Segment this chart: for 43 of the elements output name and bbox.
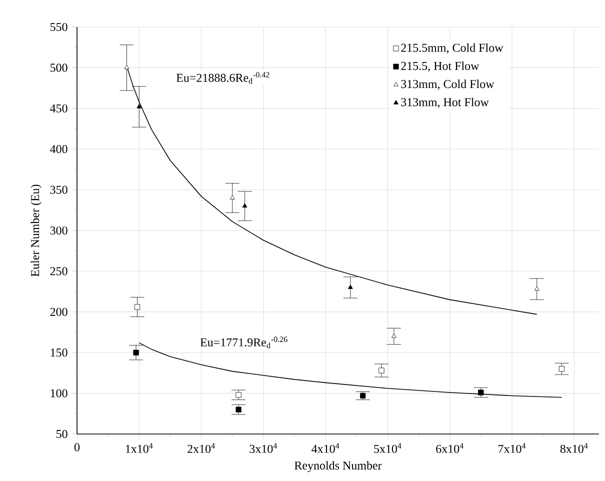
point — [242, 203, 248, 208]
y-tick-label: 100 — [50, 389, 68, 398]
y-tick-label: 250 — [50, 267, 68, 276]
annotation: Eu=21888.6Re$_{d}$-0.42 — [176, 72, 270, 84]
point — [391, 334, 396, 338]
y-tick-label: 150 — [50, 348, 68, 357]
y-tick-label: 550 — [50, 22, 68, 32]
x-tick-label: 6x10$^{4}$ — [436, 443, 464, 453]
point — [348, 284, 353, 289]
y-tick-label: 400 — [50, 145, 68, 154]
x-tick-label: 8x10$^{4}$ — [560, 443, 588, 453]
point — [134, 304, 140, 310]
y-tick-label: 300 — [50, 226, 68, 235]
legend-label: 313mm, Hot Flow — [401, 98, 489, 108]
legend-label: 215.5, Hot Flow — [401, 62, 480, 72]
y-tick-label: 350 — [50, 186, 68, 194]
y-tick-label: 450 — [50, 104, 68, 112]
point — [478, 390, 484, 396]
x-tick-label: 2x10$^{4}$ — [188, 443, 215, 453]
x-tick-label: 3x10$^{4}$ — [250, 443, 278, 453]
y-tick-label: 200 — [50, 308, 68, 316]
point — [236, 406, 242, 412]
x-tick-label: 0 — [74, 443, 80, 452]
x-tick-label: 4x10$^{4}$ — [312, 443, 340, 453]
point — [136, 104, 142, 108]
x-tick-label: 5x10$^{4}$ — [374, 443, 402, 453]
x-axis-title: Reynolds Number — [294, 461, 382, 472]
point — [236, 392, 242, 398]
point — [534, 286, 540, 291]
point — [360, 392, 366, 399]
point — [378, 368, 384, 374]
annotation: Eu=1771.9Re$_{d}$-0.26 — [200, 336, 288, 348]
y-tick-label: 50 — [56, 430, 68, 438]
y-tick-label: 500 — [50, 64, 68, 72]
point — [124, 64, 130, 70]
x-tick-label: 7x10$^{4}$ — [498, 443, 526, 453]
legend-label: 313mm, Cold Flow — [401, 80, 494, 90]
point — [230, 195, 235, 200]
point — [133, 350, 139, 356]
legend-label: 215.5mm, Cold Flow — [401, 43, 504, 54]
x-tick-label: 1x10$^{4}$ — [126, 443, 153, 453]
y-axis-title: Euler Number (Eu) — [30, 184, 42, 276]
point — [558, 366, 564, 372]
